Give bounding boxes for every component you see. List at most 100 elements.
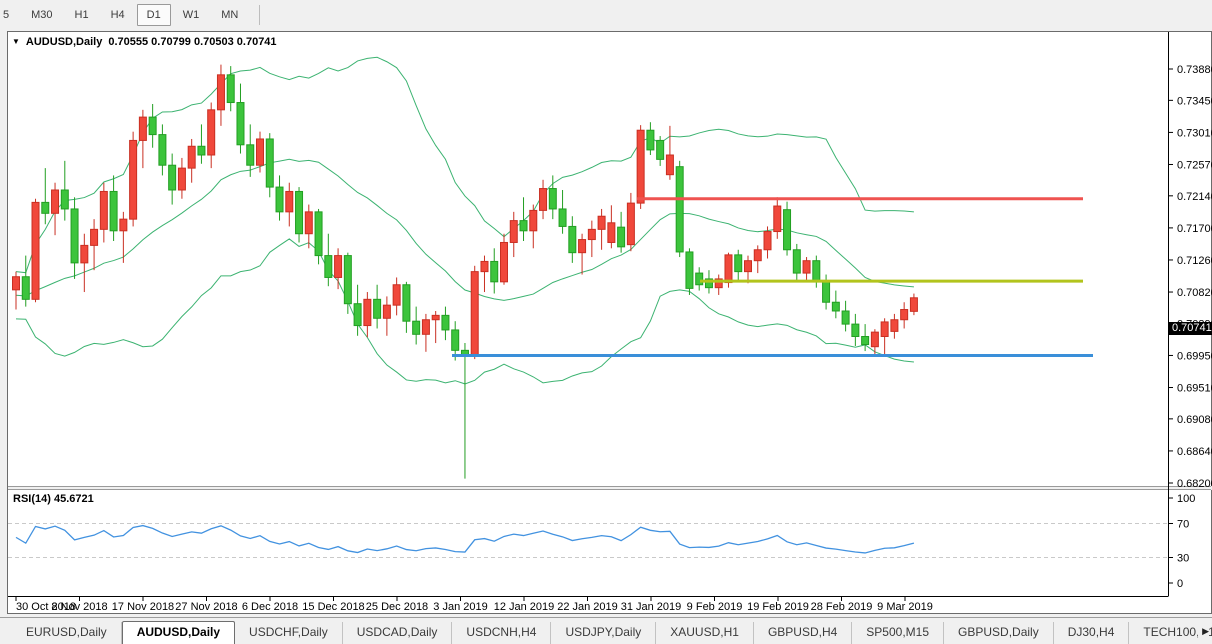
svg-text:30: 30 — [1177, 553, 1189, 565]
chart-ohlc-values: 0.70555 0.70799 0.70503 0.70741 — [108, 36, 277, 48]
svg-text:22 Jan 2019: 22 Jan 2019 — [557, 601, 618, 613]
candle-bearish — [734, 249, 743, 281]
candle-bearish — [265, 133, 274, 198]
candle-bearish — [197, 124, 206, 164]
timeframe-button-mn[interactable]: MN — [221, 8, 239, 21]
candle-bullish — [304, 204, 313, 249]
candle-bullish — [753, 245, 762, 274]
tab-gbpusd-daily[interactable]: GBPUSD,Daily — [944, 622, 1054, 644]
tab-gbpusd-h4[interactable]: GBPUSD,H4 — [754, 622, 853, 644]
timeframe-button-h4[interactable]: H4 — [110, 8, 125, 21]
candle-bullish — [909, 293, 918, 316]
candle-bullish — [138, 109, 147, 169]
candle-bearish — [168, 153, 177, 205]
candle-bearish — [226, 66, 235, 112]
candle-bullish — [587, 220, 596, 258]
pane-splitter[interactable] — [8, 486, 1212, 490]
timeframe-button-w1[interactable]: W1 — [182, 8, 200, 21]
chart-symbol-label: AUDUSD,Daily — [25, 36, 103, 48]
candle-bearish — [324, 233, 333, 287]
svg-text:9 Mar 2019: 9 Mar 2019 — [877, 601, 933, 613]
candle-bearish — [519, 197, 528, 242]
candle-bearish — [148, 103, 157, 148]
timeframe-button-h1[interactable]: H1 — [74, 8, 89, 21]
rsi-line — [15, 524, 915, 554]
svg-text:9 Feb 2019: 9 Feb 2019 — [687, 601, 743, 613]
svg-text:6 Dec 2018: 6 Dec 2018 — [242, 601, 298, 613]
candle-bullish — [626, 192, 635, 252]
candle-bullish — [539, 179, 548, 220]
candle-bullish — [597, 208, 606, 250]
symbol-dropdown-icon[interactable]: ▼ — [12, 36, 20, 46]
candle-bearish — [831, 290, 840, 319]
candle-bearish — [21, 255, 30, 307]
candle-bearish — [441, 306, 450, 341]
svg-text:30 Oct 2018: 30 Oct 2018 — [16, 601, 76, 613]
candle-bullish — [714, 274, 723, 295]
candle-bearish — [617, 211, 626, 253]
tab-sp500-m15[interactable]: SP500,M15 — [852, 622, 945, 644]
tab-usdcad-daily[interactable]: USDCAD,Daily — [343, 622, 453, 644]
tab-scroll-right-icon[interactable]: ▶ — [1198, 626, 1209, 637]
svg-text:27 Nov 2018: 27 Nov 2018 — [175, 601, 237, 613]
candle-bullish — [187, 138, 196, 183]
timeframe-toolbar: 5 M30 H1 H4 D1 W1 MN — [0, 0, 1212, 29]
candle-bullish — [119, 211, 128, 263]
candle-bullish — [421, 313, 430, 352]
tab-usdjpy-daily[interactable]: USDJPY,Daily — [551, 622, 657, 644]
toolbar-separator — [259, 4, 261, 25]
tab-usdcnh-h4[interactable]: USDCNH,H4 — [452, 622, 552, 644]
timeframe-button-m30[interactable]: M30 — [31, 8, 53, 21]
candle-bullish — [900, 302, 909, 329]
svg-text:100: 100 — [1177, 493, 1195, 505]
candle-bearish — [568, 216, 577, 263]
candle-bearish — [841, 300, 850, 332]
candle-bullish — [870, 329, 879, 354]
candle-bullish — [12, 271, 20, 310]
svg-text:28 Feb 2019: 28 Feb 2019 — [811, 601, 873, 613]
tab-audusd-daily[interactable]: AUDUSD,Daily — [121, 621, 236, 644]
timeframe-buttons: 5 M30 H1 H4 D1 W1 MN — [0, 3, 249, 26]
current-price-marker: 0.70741 — [1169, 321, 1212, 335]
svg-text:0: 0 — [1177, 578, 1183, 590]
candle-bearish — [792, 243, 801, 281]
svg-text:0.68200: 0.68200 — [1177, 478, 1212, 490]
tab-xauusd-h1[interactable]: XAUUSD,H1 — [656, 622, 754, 644]
tab-eurusd-daily[interactable]: EURUSD,Daily — [12, 622, 122, 644]
candle-bullish — [578, 233, 587, 275]
candle-bearish — [646, 122, 655, 156]
candle-bullish — [880, 318, 889, 356]
candle-bullish — [207, 102, 216, 169]
candle-bearish — [558, 189, 567, 234]
candle-bullish — [636, 125, 645, 209]
rsi-indicator-label: RSI(14) 45.6721 — [13, 493, 94, 505]
candle-bullish — [470, 265, 479, 360]
candle-bearish — [343, 252, 352, 314]
candle-bullish — [285, 182, 294, 227]
tab-tech100-h1[interactable]: TECH100,H1 — [1129, 622, 1212, 644]
candle-bullish — [431, 310, 440, 344]
candle-bearish — [109, 175, 118, 242]
timeframe-button-5[interactable]: 5 — [3, 8, 10, 21]
candle-bullish — [256, 131, 264, 173]
candle-bullish — [509, 211, 518, 258]
tab-usdchf-daily[interactable]: USDCHF,Daily — [235, 622, 343, 644]
candle-bearish — [60, 160, 69, 221]
candle-bullish — [607, 205, 616, 249]
candle-bearish — [353, 284, 362, 336]
candle-bullish — [363, 292, 372, 338]
timeframe-button-d1[interactable]: D1 — [136, 3, 171, 26]
candle-bullish — [90, 219, 99, 271]
tab-dj30-h4[interactable]: DJ30,H4 — [1054, 622, 1130, 644]
